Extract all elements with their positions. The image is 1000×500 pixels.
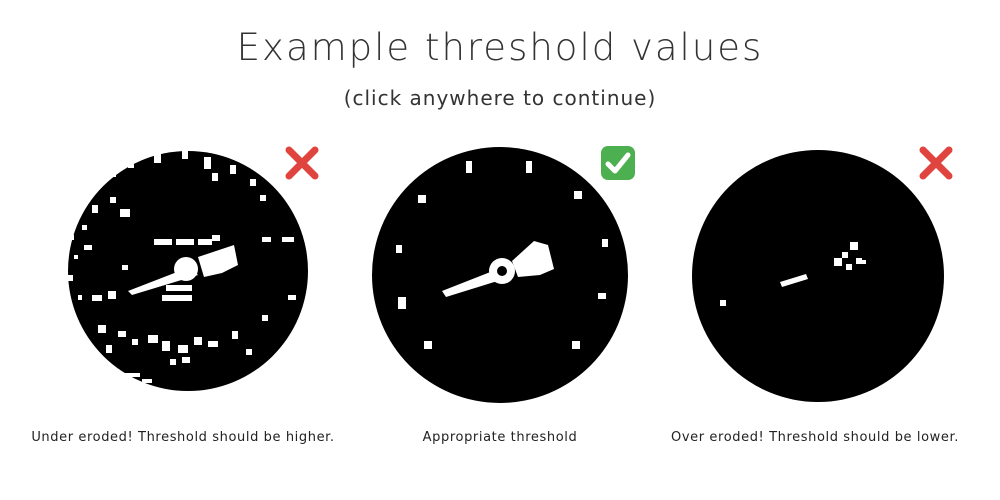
appropriate-gauge-image	[370, 145, 632, 407]
green-check-icon	[600, 145, 636, 181]
continue-hint: (click anywhere to continue)	[343, 86, 657, 110]
under-eroded-gauge-image	[62, 145, 314, 397]
red-cross-icon	[284, 145, 320, 181]
red-cross-icon	[918, 145, 954, 181]
over-eroded-gauge-image	[690, 148, 946, 404]
appropriate-caption: Appropriate threshold	[422, 430, 578, 445]
over-eroded-caption: Over eroded! Threshold should be lower.	[671, 430, 959, 445]
under-eroded-caption: Under eroded! Threshold should be higher…	[31, 430, 335, 445]
page-title: Example threshold values	[236, 26, 764, 69]
